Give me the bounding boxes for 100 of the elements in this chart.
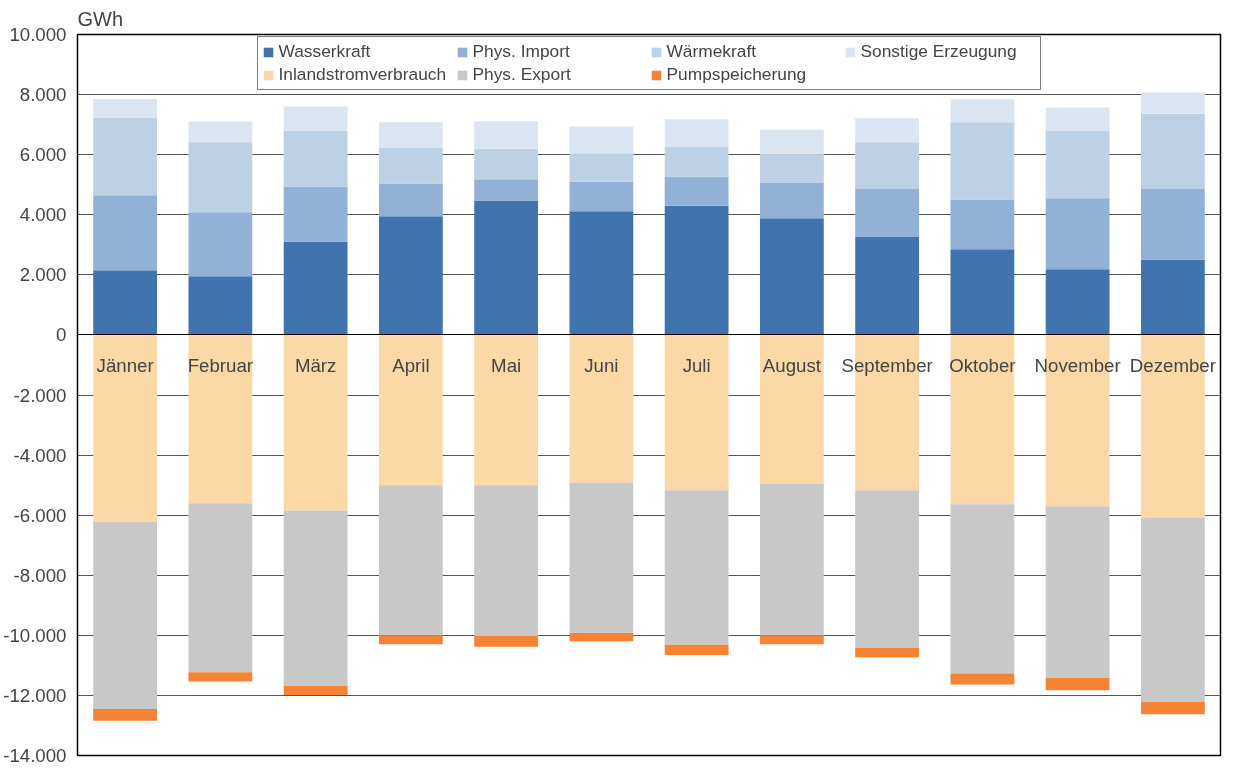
- bar: [474, 200, 539, 335]
- bar: [950, 99, 1015, 123]
- x-tick-label: August: [762, 354, 822, 376]
- bar: [855, 236, 920, 335]
- bar: [1140, 92, 1205, 114]
- bar: [283, 241, 348, 335]
- bar: [93, 708, 158, 721]
- bar: [188, 212, 253, 277]
- bar: [188, 503, 253, 673]
- x-tick-label: Februar: [187, 354, 254, 376]
- bar: [1140, 188, 1205, 260]
- bar: [855, 490, 920, 648]
- y-tick-label: -14.000: [3, 745, 67, 766]
- x-tick-label: November: [1034, 354, 1121, 376]
- x-tick-label: September: [841, 354, 933, 376]
- y-tick-label: 6.000: [19, 144, 67, 166]
- y-tick-label: 0: [56, 324, 67, 346]
- bar: [855, 647, 920, 658]
- bar: [569, 334, 634, 483]
- bar: [378, 485, 443, 636]
- bar: [1045, 107, 1110, 131]
- bar: [664, 119, 729, 147]
- bar: [950, 334, 1015, 505]
- y-tick-label: 2.000: [19, 264, 67, 286]
- y-tick-label: -12.000: [3, 684, 67, 706]
- bar: [759, 218, 824, 335]
- x-tick-label: Jänner: [96, 354, 154, 376]
- bar: [188, 334, 253, 504]
- bar: [378, 147, 443, 184]
- bar: [378, 216, 443, 335]
- bar: [188, 276, 253, 335]
- bar: [569, 126, 634, 154]
- bar: [1045, 677, 1110, 691]
- bar: [283, 334, 348, 511]
- bar: [664, 146, 729, 177]
- bar: [378, 122, 443, 148]
- legend-label: Wasserkraft: [278, 41, 372, 62]
- legend-label: Sonstige Erzeugung: [860, 41, 1018, 62]
- bar: [378, 334, 443, 486]
- y-tick-label: 8.000: [19, 84, 67, 106]
- y-tick-label: -4.000: [13, 444, 67, 466]
- bar: [474, 121, 539, 149]
- bar: [1140, 517, 1205, 702]
- bar: [1140, 113, 1205, 189]
- bar: [283, 510, 348, 687]
- bar: [188, 121, 253, 143]
- legend-label: Inlandstromverbrauch: [278, 64, 448, 85]
- bar: [1045, 198, 1110, 270]
- bar: [950, 122, 1015, 200]
- y-tick-label: -10.000: [3, 624, 67, 646]
- bar: [93, 522, 158, 709]
- y-tick-label: -2.000: [13, 384, 67, 406]
- bar: [855, 188, 920, 237]
- bar: [950, 199, 1015, 250]
- legend-label: Phys. Export: [472, 64, 572, 85]
- bar: [1140, 701, 1205, 715]
- x-tick-label: Mai: [491, 354, 522, 376]
- bar: [474, 334, 539, 486]
- bar: [759, 129, 824, 155]
- bar: [569, 153, 634, 182]
- bar: [569, 633, 634, 642]
- x-tick-label: April: [392, 354, 430, 376]
- x-tick-label: Juni: [584, 354, 619, 376]
- bar: [569, 181, 634, 212]
- bar: [759, 635, 824, 645]
- bar: [283, 106, 348, 131]
- bar: [664, 334, 729, 491]
- x-tick-label: Juli: [682, 354, 711, 376]
- bar: [188, 142, 253, 213]
- bar: [1140, 259, 1205, 335]
- bar: [759, 154, 824, 183]
- bar: [759, 334, 824, 484]
- bar: [474, 179, 539, 201]
- bar: [1045, 506, 1110, 678]
- bar: [1045, 269, 1110, 335]
- bar: [1045, 130, 1110, 199]
- bar: [93, 195, 158, 271]
- legend-label: Wärmekraft: [666, 41, 758, 62]
- y-tick-label: -8.000: [13, 564, 67, 586]
- bar: [664, 176, 729, 206]
- bar: [188, 672, 253, 682]
- bar: [93, 334, 158, 523]
- bar: [664, 490, 729, 645]
- bar: [474, 148, 539, 180]
- legend-label: Pumpspeicherung: [666, 64, 808, 85]
- bar: [283, 186, 348, 242]
- legend-label: Phys. Import: [472, 41, 571, 62]
- x-tick-label: Oktober: [949, 354, 1016, 376]
- bar: [950, 673, 1015, 685]
- bar: [759, 182, 824, 219]
- bar: [378, 183, 443, 217]
- bar: [855, 118, 920, 143]
- bar: [93, 118, 158, 196]
- y-tick-label: 4.000: [19, 204, 67, 226]
- bar: [378, 635, 443, 645]
- bar: [93, 99, 158, 119]
- y-tick-label: 10.000: [9, 24, 67, 45]
- bar: [950, 504, 1015, 674]
- bar: [283, 686, 348, 696]
- x-tick-label: März: [294, 354, 337, 376]
